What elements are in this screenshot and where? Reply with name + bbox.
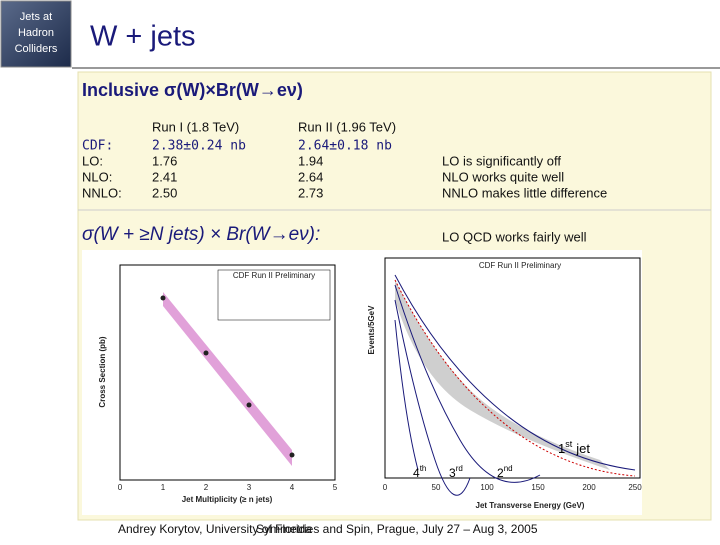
column-header: Run I (1.8 TeV) xyxy=(152,119,239,134)
cell: 2.50 xyxy=(152,185,177,200)
column-header: Run II (1.96 TeV) xyxy=(298,119,396,134)
cell: 2.41 xyxy=(152,169,177,184)
x-tick-label: 0 xyxy=(383,483,388,492)
sidebar-line: Colliders xyxy=(15,43,58,55)
cell: 1.76 xyxy=(152,153,177,168)
x-tick-label: 2 xyxy=(204,483,209,492)
row-label: NLO: xyxy=(82,169,112,184)
y-label: Events/5GeV xyxy=(367,305,376,355)
theory-curve xyxy=(394,279,636,477)
theory-curve xyxy=(394,299,471,496)
cell: 2.64 xyxy=(298,169,323,184)
x-tick-label: 1 xyxy=(161,483,166,492)
jet-label: 4th xyxy=(413,464,426,480)
x-label: Jet Multiplicity (≥ n jets) xyxy=(182,495,273,504)
section-title: σ(W + ≥N jets) × Br(W→eν): xyxy=(82,224,320,245)
footer-right: Symmetries and Spin, Prague, July 27 – A… xyxy=(256,522,538,536)
note: NNLO makes little difference xyxy=(442,185,607,200)
x-tick-label: 50 xyxy=(432,483,441,492)
left-plot: CDF Run II Preliminary Cross Section (pb… xyxy=(98,264,338,504)
right-plot: CDF Run II Preliminary Events/5GeV Jet T… xyxy=(367,257,642,510)
jet-label: 2nd xyxy=(497,464,513,480)
note: LO is significantly off xyxy=(442,153,561,168)
note: LO QCD works fairly well xyxy=(442,229,587,244)
theory-curve xyxy=(394,319,419,471)
x-tick-label: 250 xyxy=(628,483,642,492)
x-tick-label: 150 xyxy=(531,483,545,492)
slide-title: W + jets xyxy=(90,21,196,53)
jet-label: 1st jet xyxy=(558,439,590,456)
plot-frame xyxy=(119,264,336,481)
cell: 1.94 xyxy=(298,153,323,168)
uncertainty-band xyxy=(395,280,610,470)
x-label: Jet Transverse Energy (GeV) xyxy=(476,501,585,510)
footer-left: Andrey Korytov, University of Florida xyxy=(118,522,312,536)
plot-title: CDF Run II Preliminary xyxy=(233,271,315,280)
note: NLO works quite well xyxy=(442,169,564,184)
data-points xyxy=(160,295,295,458)
legend-box xyxy=(217,269,331,321)
sidebar-line: Jets at xyxy=(20,11,52,23)
row-label: LO: xyxy=(82,153,103,168)
x-tick-label: 100 xyxy=(480,483,494,492)
plot-title: CDF Run II Preliminary xyxy=(479,261,561,270)
theory-curve xyxy=(394,274,636,471)
section-title: Inclusive σ(W)×Br(W→eν) xyxy=(82,80,303,100)
jet-label: 3rd xyxy=(449,464,463,480)
theory-curve xyxy=(394,284,541,483)
plot-frame xyxy=(384,257,641,479)
cell: 2.64±0.18 nb xyxy=(298,139,392,154)
plot-area xyxy=(82,250,642,515)
sidebar-line: Hadron xyxy=(18,27,54,39)
sidebar-box xyxy=(0,0,72,68)
row-label: CDF: xyxy=(82,139,113,154)
cell: 2.38±0.24 nb xyxy=(152,139,246,154)
x-tick-label: 200 xyxy=(582,483,596,492)
x-tick-label: 0 xyxy=(118,483,123,492)
row-label: NNLO: xyxy=(82,185,122,200)
y-label: Cross Section (pb) xyxy=(98,336,107,407)
x-tick-label: 3 xyxy=(247,483,252,492)
x-tick-label: 5 xyxy=(333,483,338,492)
x-tick-label: 4 xyxy=(290,483,295,492)
theory-band xyxy=(163,292,292,466)
cell: 2.73 xyxy=(298,185,323,200)
